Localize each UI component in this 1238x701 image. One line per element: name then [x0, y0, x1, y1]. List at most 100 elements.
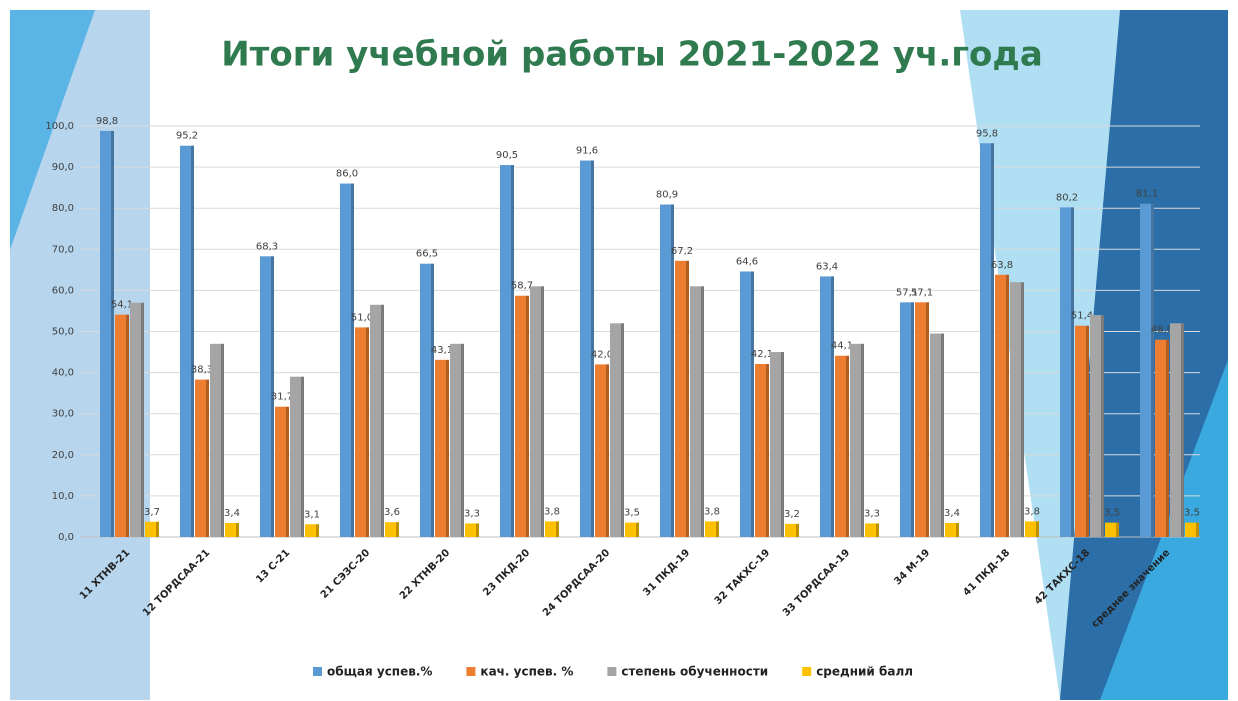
- bar: [1025, 521, 1039, 537]
- data-label: 3,6: [384, 507, 400, 518]
- bar-side: [446, 359, 449, 537]
- bar: [545, 521, 559, 537]
- bar: [435, 359, 449, 537]
- bar: [740, 271, 754, 537]
- data-label: 3,2: [784, 509, 800, 520]
- bar-side: [301, 376, 304, 537]
- data-label: 3,5: [1104, 508, 1120, 519]
- bar-side: [366, 327, 369, 537]
- bar: [835, 355, 849, 537]
- data-label: 63,4: [816, 261, 838, 272]
- bar-side: [141, 302, 144, 537]
- bar: [995, 274, 1009, 537]
- bar-side: [286, 406, 289, 537]
- bar-side: [461, 343, 464, 537]
- bar-side: [221, 343, 224, 537]
- bar: [340, 183, 354, 538]
- bar: [755, 363, 769, 537]
- bar-side: [796, 523, 799, 537]
- data-label: 67,2: [671, 246, 693, 257]
- bar: [610, 323, 624, 537]
- legend-swatch: [466, 667, 476, 676]
- bar: [1090, 315, 1104, 537]
- bar-side: [271, 256, 274, 537]
- bar-side: [956, 523, 959, 537]
- bar-side: [351, 183, 354, 538]
- bar: [450, 343, 464, 537]
- bar: [145, 521, 159, 537]
- bar-side: [861, 343, 864, 537]
- y-tick-label: 30,0: [52, 409, 74, 420]
- bar: [1155, 339, 1169, 537]
- bar-side: [206, 379, 209, 537]
- legend-swatch: [802, 667, 812, 676]
- data-label: 58,7: [511, 281, 533, 292]
- bar-side: [1036, 521, 1039, 537]
- data-label: 66,5: [416, 249, 438, 260]
- bar: [515, 295, 529, 537]
- data-label: 44,1: [831, 341, 853, 352]
- bar: [260, 256, 274, 537]
- bar: [195, 379, 209, 537]
- data-label: 86,0: [336, 169, 358, 180]
- data-label: 51,0: [351, 312, 373, 323]
- bar: [100, 130, 114, 537]
- bar: [465, 523, 479, 537]
- bar-side: [991, 143, 994, 537]
- bar: [500, 165, 514, 538]
- bar: [770, 352, 784, 537]
- bar-side: [911, 302, 914, 537]
- bar-side: [236, 523, 239, 537]
- bar: [785, 523, 799, 537]
- y-tick-label: 0,0: [58, 532, 74, 543]
- bar: [595, 364, 609, 537]
- chart-title: Итоги учебной работы 2021-2022 уч.года: [221, 35, 1043, 75]
- data-label: 68,3: [256, 241, 278, 252]
- bar: [115, 314, 129, 537]
- bar: [625, 522, 639, 537]
- bar-side: [1101, 315, 1104, 537]
- bar-side: [831, 276, 834, 537]
- data-label: 43,1: [431, 345, 453, 356]
- bar-side: [1086, 325, 1089, 537]
- bar-side: [716, 521, 719, 537]
- bar: [385, 522, 399, 537]
- data-label: 80,2: [1056, 192, 1078, 203]
- bar: [660, 204, 674, 537]
- data-label: 3,5: [624, 508, 640, 519]
- bar-side: [1116, 522, 1119, 537]
- bar: [675, 260, 689, 537]
- bar: [945, 523, 959, 537]
- data-label: 54,1: [111, 300, 133, 311]
- bar: [820, 276, 834, 537]
- data-label: 51,4: [1071, 311, 1093, 322]
- bar-side: [1181, 323, 1184, 537]
- bar: [850, 343, 864, 537]
- bar-side: [476, 523, 479, 537]
- bar: [1185, 522, 1199, 537]
- legend-swatch: [607, 667, 617, 676]
- bar-side: [671, 204, 674, 537]
- data-label: 42,1: [751, 349, 773, 360]
- bar: [305, 524, 319, 537]
- data-label: 64,6: [736, 256, 758, 267]
- data-label: 80,9: [656, 190, 678, 201]
- y-tick-label: 50,0: [52, 327, 74, 338]
- bar-side: [751, 271, 754, 537]
- bar-side: [1071, 207, 1074, 538]
- bar: [1105, 522, 1119, 537]
- data-label: 63,8: [991, 260, 1013, 271]
- data-label: 3,5: [1184, 508, 1200, 519]
- data-label: 3,3: [464, 508, 480, 519]
- bar-side: [846, 355, 849, 537]
- bar: [1075, 325, 1089, 537]
- bar-side: [316, 524, 319, 537]
- y-tick-label: 20,0: [52, 450, 74, 461]
- bar: [180, 145, 194, 537]
- y-tick-label: 90,0: [52, 162, 74, 173]
- data-label: 3,8: [544, 506, 560, 517]
- data-label: 90,5: [496, 150, 518, 161]
- data-label: 3,7: [144, 507, 160, 518]
- legend-label: общая успев.%: [327, 665, 432, 679]
- bar: [210, 343, 224, 537]
